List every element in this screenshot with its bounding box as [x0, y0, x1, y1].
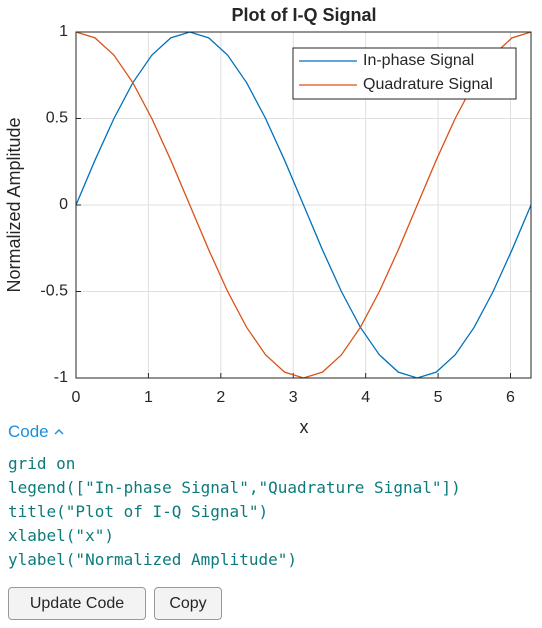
chart: Plot of I-Q Signal x Normalized Amplitud… [4, 5, 532, 437]
x-tick-label: 4 [361, 389, 370, 406]
x-tick-label: 0 [72, 389, 81, 406]
x-tick-label: 1 [144, 389, 153, 406]
legend-box [292, 47, 517, 100]
caret-icon [54, 429, 64, 435]
code-line: grid on [8, 454, 76, 473]
legend-label: Quadrature Signal [363, 76, 493, 93]
x-axis-label: x [300, 417, 309, 437]
axes-box [75, 31, 532, 379]
x-tick-label: 5 [434, 389, 443, 406]
code-line: ylabel("Normalized Amplitude") [8, 550, 297, 569]
legend-label: In-phase Signal [363, 52, 474, 69]
code-line: title("Plot of I-Q Signal") [8, 502, 269, 521]
y-tick-label: 0 [59, 196, 68, 213]
y-tick-label: 1 [59, 23, 68, 40]
y-axis-label: Normalized Amplitude [4, 117, 24, 292]
code-toggle[interactable]: Code [8, 422, 65, 442]
code-line: xlabel("x") [8, 526, 114, 545]
code-line: legend(["In-phase Signal","Quadrature Si… [8, 478, 461, 497]
y-tick-label: -0.5 [40, 283, 68, 300]
x-tick-label: 6 [506, 389, 515, 406]
y-tick-label: -1 [54, 369, 68, 386]
copy-button[interactable]: Copy [154, 587, 222, 620]
series-line [75, 31, 532, 379]
chart-title: Plot of I-Q Signal [232, 5, 377, 25]
x-tick-label: 3 [289, 389, 298, 406]
code-toggle-label: Code [8, 422, 49, 441]
x-tick-label: 2 [216, 389, 225, 406]
code-block: grid on legend(["In-phase Signal","Quadra… [8, 452, 461, 572]
y-tick-label: 0.5 [46, 110, 68, 127]
update-code-button[interactable]: Update Code [8, 587, 146, 620]
